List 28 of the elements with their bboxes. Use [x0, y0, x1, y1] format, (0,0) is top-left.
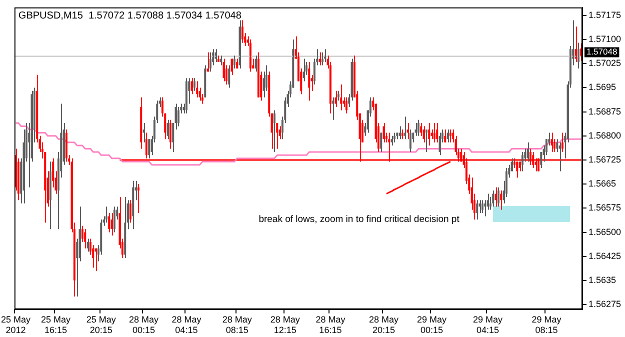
chart-title: GBPUSD,M15 1.57072 1.57088 1.57034 1.57048 — [18, 10, 242, 22]
x-tick-label: 28 May 00:15 — [129, 314, 160, 336]
x-tick-label: 28 May 20:15 — [369, 314, 400, 336]
x-tick-label: 29 May 08:15 — [532, 314, 562, 336]
y-tick-label: 1.5695 — [588, 82, 616, 92]
y-tick-label: 1.56800 — [588, 130, 622, 140]
y-tick-label: 1.57100 — [588, 34, 622, 44]
x-tick-label: 28 May 04:15 — [172, 314, 202, 336]
x-tick-label: 25 May 2012 — [1, 314, 32, 336]
y-tick-label: 1.56275 — [588, 299, 622, 310]
x-tick-label: 25 May 20:15 — [86, 314, 116, 336]
x-tick-label: 29 May 00:15 — [417, 314, 448, 336]
y-tick-label: 1.56500 — [588, 226, 622, 237]
ref-line-label: 1.57048 — [586, 46, 618, 57]
x-tick-label: 28 May 12:15 — [270, 314, 300, 336]
annotation: break of lows, zoom in to find critical decision pt — [258, 214, 460, 225]
x-tick-label: 28 May 16:15 — [316, 314, 346, 336]
y-tick-label: 1.56875 — [588, 106, 622, 116]
y-tick-label: 1.5665 — [588, 178, 616, 189]
x-tick-label: 28 May 08:15 — [222, 314, 252, 336]
y-tick-label: 1.56575 — [588, 202, 622, 213]
x-tick-label: 25 May 16:15 — [41, 314, 72, 336]
x-tick-label: 29 May 04:15 — [473, 314, 504, 336]
y-tick-label: 1.56725 — [588, 154, 622, 164]
y-tick-label: 1.57025 — [588, 58, 622, 68]
y-tick-label: 1.56425 — [588, 250, 622, 261]
y-tick-label: 1.5635 — [588, 274, 616, 285]
y-tick-label: 1.57175 — [588, 10, 622, 20]
